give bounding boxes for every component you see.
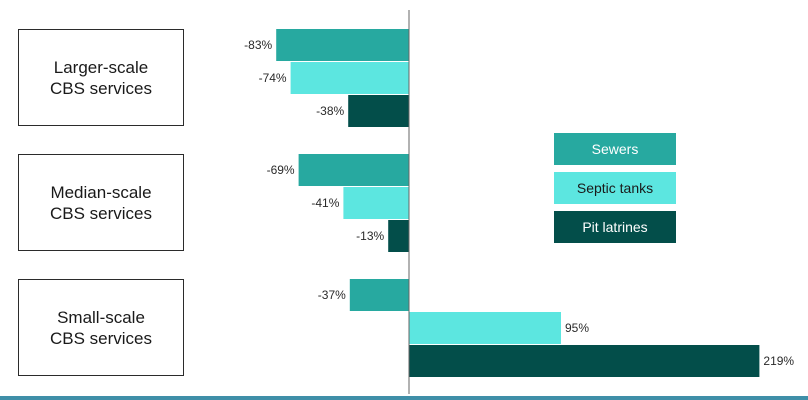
legend-label: Septic tanks xyxy=(576,180,654,196)
bar-pit-latrines-2 xyxy=(388,220,409,252)
data-label-septic-tanks-1: -74% xyxy=(259,71,287,85)
bottom-rule xyxy=(0,396,808,400)
data-label-sewers-1: -83% xyxy=(244,38,272,52)
category-box-larger-scale: Larger-scale CBS services xyxy=(18,29,184,126)
category-label: Larger-scale CBS services xyxy=(49,57,153,98)
bar-septic-tanks-2 xyxy=(343,187,409,219)
data-label-septic-tanks-2: -41% xyxy=(311,196,339,210)
bar-pit-latrines-3 xyxy=(409,345,760,377)
legend-item-septic-tanks: Septic tanks xyxy=(554,172,676,204)
category-box-median-scale: Median-scale CBS services xyxy=(18,154,184,251)
legend-label: Sewers xyxy=(591,141,639,157)
legend-item-sewers: Sewers xyxy=(554,133,676,165)
data-label-septic-tanks-3: 95% xyxy=(565,321,589,335)
bar-sewers-3 xyxy=(349,279,409,311)
data-label-sewers-2: -69% xyxy=(267,163,295,177)
bar-sewers-1 xyxy=(276,29,409,61)
category-label: Small-scale CBS services xyxy=(49,307,153,348)
category-label: Median-scale CBS services xyxy=(49,182,153,223)
legend-label: Pit latrines xyxy=(582,219,648,235)
data-label-sewers-3: -37% xyxy=(318,288,346,302)
bar-septic-tanks-1 xyxy=(290,62,409,94)
data-label-pit-latrines-3: 219% xyxy=(763,354,794,368)
category-box-small-scale: Small-scale CBS services xyxy=(18,279,184,376)
bar-pit-latrines-1 xyxy=(348,95,409,127)
legend-item-pit-latrines: Pit latrines xyxy=(554,211,676,243)
bar-sewers-2 xyxy=(298,154,409,186)
bar-septic-tanks-3 xyxy=(409,312,561,344)
data-label-pit-latrines-1: -38% xyxy=(316,104,344,118)
data-label-pit-latrines-2: -13% xyxy=(356,229,384,243)
